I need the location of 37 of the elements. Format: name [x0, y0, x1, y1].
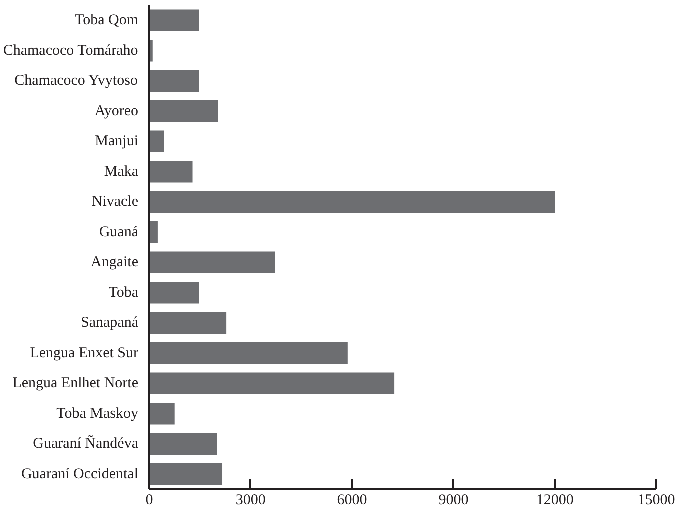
y-tick-label: Chamacoco Tomáraho	[3, 42, 138, 59]
bar	[150, 100, 218, 122]
y-tick-label: Guaraní Occidental	[21, 466, 139, 482]
bar	[150, 130, 164, 153]
y-tick-label: Manjui	[95, 134, 139, 150]
y-tick-label: Angaite	[91, 254, 139, 271]
y-tick-label: Guaná	[99, 224, 139, 240]
bar	[150, 463, 223, 486]
bar	[150, 10, 200, 32]
bar	[150, 342, 348, 364]
bar	[150, 402, 175, 425]
bar	[150, 191, 556, 214]
y-tick-label: Guaraní Ñandéva	[33, 435, 139, 452]
y-tick-label: Lengua Enlhet Norte	[12, 376, 139, 392]
y-tick-label: Toba	[108, 284, 139, 301]
x-tick-label: 0	[146, 492, 154, 508]
y-tick-label: Ayoreo	[94, 103, 138, 120]
y-tick-label: Nivacle	[92, 194, 139, 210]
y-tick-label: Sanapaná	[81, 315, 139, 332]
bar	[150, 282, 200, 304]
x-tick-label: 12000	[536, 492, 574, 508]
bar	[150, 252, 276, 274]
bar	[150, 312, 227, 334]
x-tick-label: 15000	[638, 492, 676, 508]
y-tick-label: Chamacoco Yvytoso	[14, 73, 138, 90]
bar	[150, 221, 158, 244]
y-tick-label: Toba Maskoy	[56, 406, 139, 422]
x-tick-label: 6000	[337, 492, 368, 508]
bar	[150, 160, 193, 183]
y-tick-label: Lengua Enxet Sur	[30, 345, 139, 362]
bar	[150, 372, 395, 395]
x-tick-label: 9000	[438, 492, 469, 508]
y-tick-label: Toba Qom	[74, 12, 139, 29]
x-tick-label: 3000	[236, 492, 266, 508]
y-tick-label: Maka	[104, 164, 139, 180]
bar	[150, 433, 218, 456]
bar	[150, 70, 200, 92]
